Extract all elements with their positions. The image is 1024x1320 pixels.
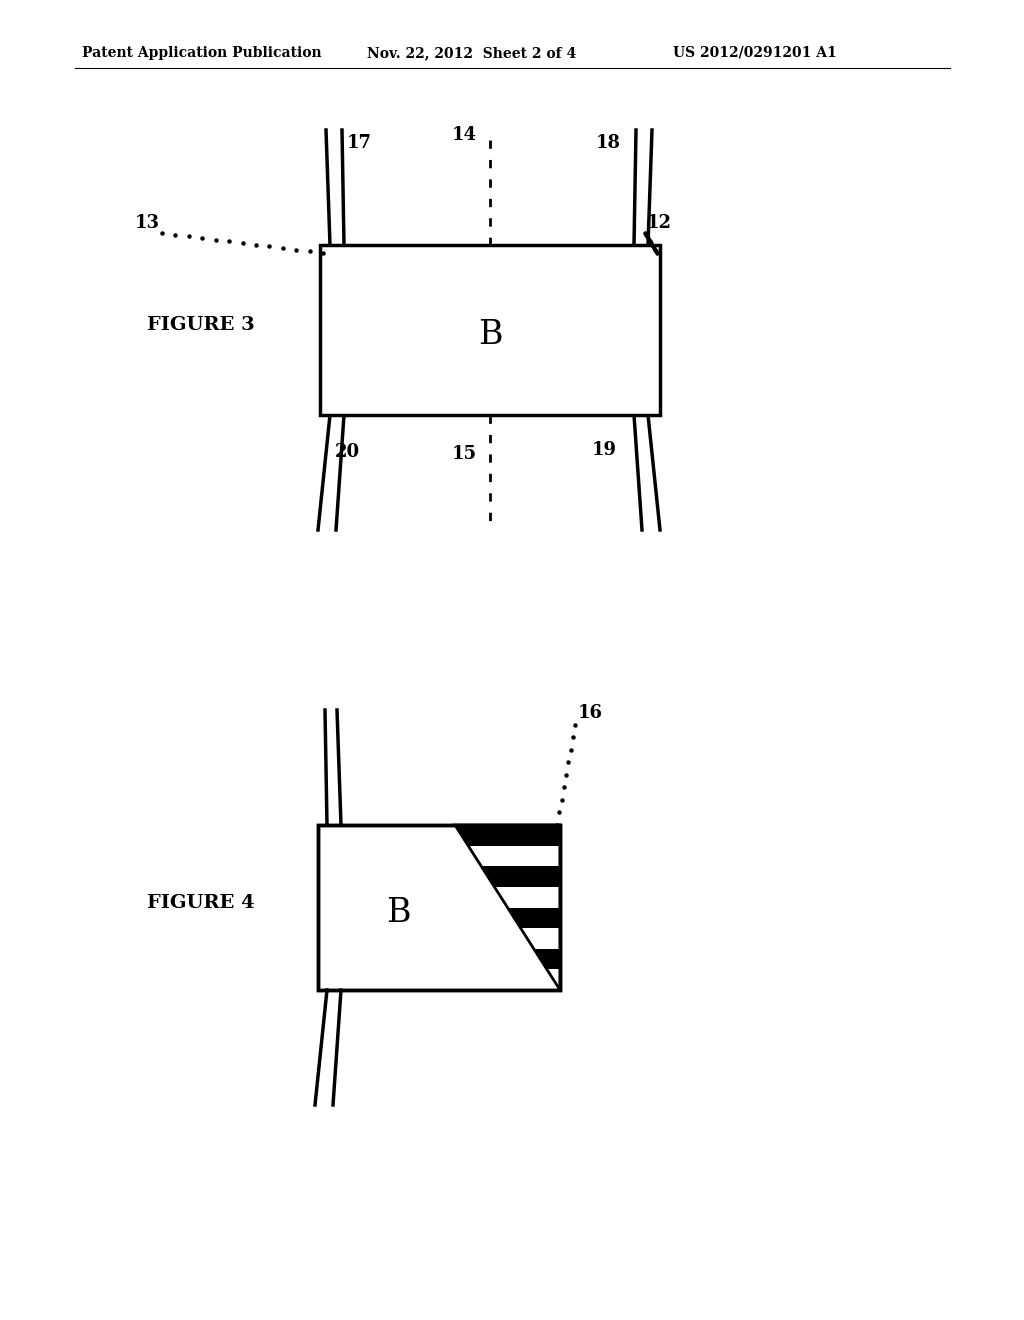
Text: FIGURE 3: FIGURE 3 (147, 315, 255, 334)
Text: Patent Application Publication: Patent Application Publication (82, 46, 322, 59)
Text: B: B (478, 319, 502, 351)
Text: Nov. 22, 2012  Sheet 2 of 4: Nov. 22, 2012 Sheet 2 of 4 (367, 46, 577, 59)
Polygon shape (481, 866, 560, 887)
Text: 15: 15 (452, 445, 477, 463)
Polygon shape (547, 969, 560, 990)
Polygon shape (534, 949, 560, 969)
Text: 14: 14 (452, 125, 477, 144)
Text: 16: 16 (578, 704, 603, 722)
Text: 20: 20 (335, 444, 360, 461)
Polygon shape (520, 928, 560, 949)
Text: 12: 12 (647, 214, 672, 232)
Text: B: B (386, 896, 411, 928)
Bar (318, 825, 560, 990)
Text: US 2012/0291201 A1: US 2012/0291201 A1 (673, 46, 837, 59)
Text: 13: 13 (135, 214, 160, 232)
Polygon shape (495, 887, 560, 908)
Polygon shape (455, 825, 560, 846)
Polygon shape (508, 908, 560, 928)
Bar (318, 825, 560, 990)
Bar (319, 246, 660, 414)
Text: FIGURE 4: FIGURE 4 (147, 894, 255, 912)
Text: 17: 17 (347, 135, 372, 152)
Text: 19: 19 (592, 441, 617, 459)
Polygon shape (468, 846, 560, 866)
Text: 18: 18 (596, 135, 621, 152)
